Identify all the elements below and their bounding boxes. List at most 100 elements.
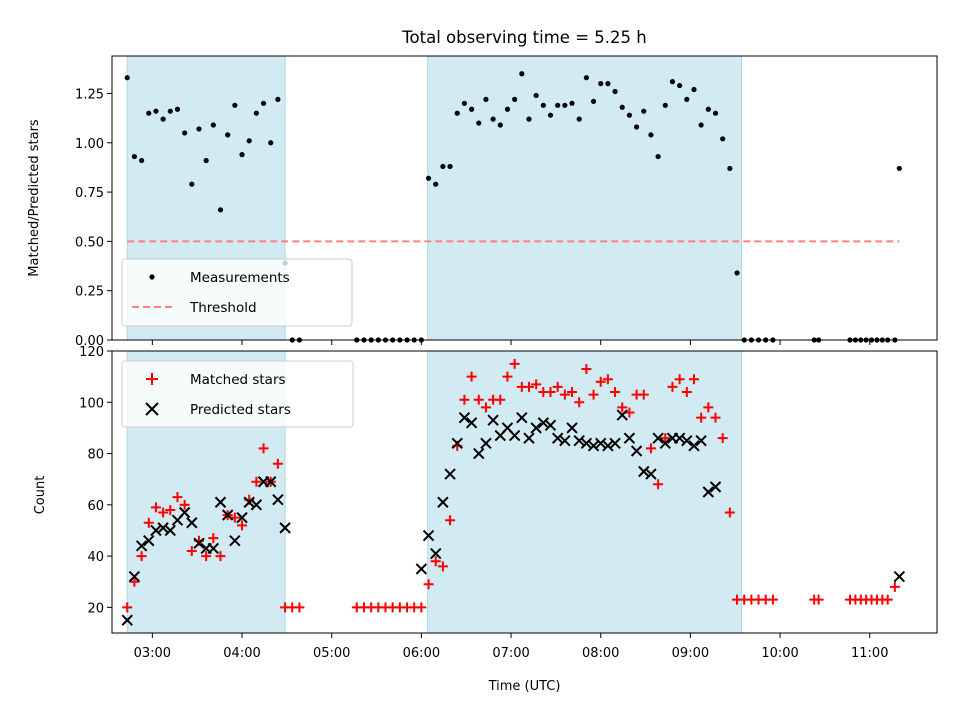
matched-star-marker (545, 387, 556, 398)
bottom-panel: 20 40 60 80 100 120 03:00 04:00 05:00 06:00 07:00… (33, 345, 938, 694)
predicted-star-marker (580, 437, 593, 449)
matched-star-marker (674, 374, 685, 385)
measurement-points (124, 71, 902, 343)
top-y-tick-label: 1.00 (75, 137, 104, 152)
measurement-point (612, 88, 618, 95)
top-axes-frame (111, 55, 938, 341)
top-y-axis-label: Matched/Predicted stars (27, 119, 42, 277)
bottom-y-tick-label: 40 (87, 550, 104, 565)
top-x-ticks (151, 340, 871, 345)
measurement-point (720, 136, 726, 142)
matched-star-marker (430, 556, 441, 567)
measurement-point (146, 110, 152, 116)
matched-star-marker (158, 507, 169, 518)
matched-star-marker (531, 379, 542, 390)
matched-star-marker (588, 389, 599, 400)
predicted-star-marker (229, 535, 241, 547)
predicted-star-marker (164, 524, 176, 537)
predicted-star-marker (508, 429, 521, 442)
matched-star-marker (502, 371, 513, 382)
matched-star-marker (251, 476, 262, 487)
measurement-point (533, 92, 539, 99)
matched-star-marker (150, 502, 161, 513)
bottom-x-tick-label: 05:00 (313, 646, 350, 661)
measurement-point (727, 165, 733, 172)
predicted-star-marker (121, 614, 133, 626)
measurement-point (626, 112, 633, 118)
predicted-star-marker (652, 432, 664, 444)
measurement-point (633, 124, 640, 130)
measurement-point (684, 96, 690, 102)
matched-star-marker (602, 374, 613, 385)
predicted-star-marker (609, 437, 621, 449)
measurement-point (691, 86, 697, 93)
measurement-point (677, 82, 683, 89)
predicted-star-marker (128, 570, 141, 583)
top-shaded-intervals (126, 55, 743, 341)
predicted-star-marker (595, 437, 607, 449)
matched-star-marker (237, 520, 248, 531)
measurement-point (433, 181, 439, 187)
measurement-point (662, 102, 668, 108)
measurement-point (712, 110, 719, 116)
measurement-point (196, 126, 202, 132)
predicted-star-marker (178, 506, 191, 519)
matched-star-marker (889, 581, 900, 592)
predicted-star-marker (559, 435, 571, 447)
predicted-star-marker (681, 435, 693, 447)
matched-star-marker (710, 412, 721, 423)
predicted-star-marker (688, 440, 700, 452)
legend-matched-label: Matched stars (190, 372, 286, 388)
bottom-x-ticks: 03:00 04:00 05:00 06:00 07:00 08:00 09:00 10:00… (134, 633, 888, 661)
matched-star-marker (186, 545, 197, 556)
measurement-point (210, 122, 216, 128)
predicted-star-marker (214, 496, 227, 508)
predicted-star-marker (702, 486, 715, 498)
matched-star-marker (767, 594, 778, 605)
matched-star-marker (552, 381, 563, 392)
predicted-star-marker (415, 563, 428, 575)
matched-star-marker (473, 394, 484, 405)
predicted-star-marker (616, 409, 628, 421)
matched-star-marker (681, 387, 692, 398)
predicted-star-marker (458, 411, 471, 424)
measurement-point (583, 75, 589, 81)
predicted-star-marker (135, 540, 148, 552)
measurement-point (468, 106, 475, 112)
bottom-y-ticks: 20 40 60 80 100 120 (79, 345, 112, 616)
measurement-point (519, 71, 525, 77)
predicted-star-marker (638, 465, 650, 478)
predicted-star-marker (451, 437, 463, 449)
predicted-star-marker (473, 447, 485, 460)
measurement-point (189, 181, 195, 187)
measurement-point (590, 98, 597, 104)
matched-star-marker (717, 433, 728, 444)
measurement-point (203, 157, 209, 164)
predicted-star-marker (602, 440, 614, 452)
matched-star-marker (437, 561, 448, 572)
measurement-point (605, 81, 611, 87)
matched-star-marker (143, 517, 154, 528)
measurement-point (504, 106, 511, 112)
bottom-legend-box (121, 360, 354, 428)
matched-star-marker (813, 594, 824, 605)
matched-star-marker (445, 515, 456, 526)
predicted-star-marker (221, 509, 234, 521)
chart-title: Total observing time = 5.25 h (401, 28, 646, 47)
measurement-point (440, 163, 446, 170)
measurement-point (447, 163, 453, 170)
bottom-y-tick-label: 80 (87, 448, 104, 463)
measurement-point (217, 207, 224, 213)
predicted-star-marker (279, 522, 291, 534)
measurement-point (562, 102, 568, 108)
legend-matched-marker (146, 373, 158, 385)
legend-measurements-marker (149, 274, 155, 280)
predicted-star-marker (537, 417, 550, 429)
matched-star-marker (581, 363, 592, 374)
measurement-point (167, 108, 173, 114)
matched-star-marker (466, 371, 477, 382)
measurement-point (225, 132, 231, 138)
bottom-shaded-band (427, 350, 743, 634)
measurement-point (619, 104, 625, 110)
